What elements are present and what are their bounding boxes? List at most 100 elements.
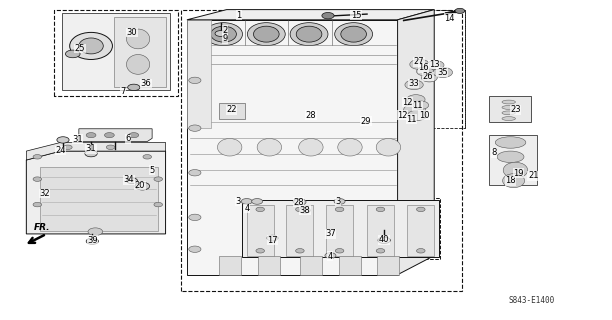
- Polygon shape: [247, 204, 274, 256]
- Circle shape: [65, 50, 80, 58]
- Ellipse shape: [127, 54, 150, 74]
- Circle shape: [378, 237, 390, 244]
- Text: 10: 10: [419, 111, 429, 120]
- Ellipse shape: [296, 26, 322, 42]
- Circle shape: [88, 228, 103, 236]
- Circle shape: [296, 207, 304, 212]
- Polygon shape: [339, 256, 361, 275]
- Polygon shape: [219, 103, 245, 119]
- Polygon shape: [187, 10, 435, 20]
- Circle shape: [188, 125, 201, 131]
- Text: 28: 28: [293, 197, 304, 206]
- Circle shape: [127, 178, 138, 184]
- Text: 15: 15: [351, 11, 361, 20]
- Ellipse shape: [70, 32, 113, 60]
- Ellipse shape: [217, 139, 242, 156]
- Text: 6: 6: [125, 134, 130, 143]
- Ellipse shape: [502, 174, 524, 188]
- Text: 8: 8: [491, 148, 497, 157]
- Circle shape: [267, 235, 278, 241]
- Polygon shape: [378, 256, 400, 275]
- Text: 26: 26: [423, 72, 433, 81]
- Ellipse shape: [204, 23, 242, 46]
- Circle shape: [33, 202, 42, 207]
- Text: 4: 4: [328, 252, 333, 261]
- Ellipse shape: [335, 23, 373, 46]
- Circle shape: [376, 207, 385, 212]
- Circle shape: [413, 101, 429, 109]
- Text: 17: 17: [267, 236, 278, 245]
- Circle shape: [299, 207, 310, 213]
- Circle shape: [404, 104, 426, 116]
- Circle shape: [256, 249, 264, 253]
- Polygon shape: [398, 10, 435, 275]
- Text: 14: 14: [444, 14, 455, 23]
- Circle shape: [143, 155, 152, 159]
- Ellipse shape: [338, 139, 362, 156]
- Circle shape: [293, 198, 304, 204]
- Text: 2: 2: [223, 26, 228, 35]
- Text: 40: 40: [379, 235, 389, 244]
- Circle shape: [427, 60, 444, 69]
- Circle shape: [335, 207, 344, 212]
- Circle shape: [325, 253, 336, 259]
- Text: 22: 22: [226, 105, 237, 114]
- Text: 5: 5: [149, 166, 155, 175]
- Polygon shape: [114, 17, 166, 87]
- Text: 11: 11: [412, 101, 423, 110]
- Polygon shape: [489, 134, 537, 186]
- Polygon shape: [187, 20, 211, 128]
- Ellipse shape: [253, 26, 279, 42]
- Text: 1: 1: [236, 11, 242, 20]
- Circle shape: [455, 8, 465, 13]
- Text: 29: 29: [360, 116, 371, 126]
- Ellipse shape: [495, 137, 526, 148]
- Text: 31: 31: [72, 135, 83, 144]
- Text: 32: 32: [39, 189, 50, 198]
- Circle shape: [252, 198, 263, 204]
- Circle shape: [408, 110, 427, 121]
- Circle shape: [215, 31, 226, 36]
- Ellipse shape: [502, 100, 515, 104]
- Circle shape: [129, 132, 139, 138]
- Text: 23: 23: [510, 105, 521, 114]
- Text: 11: 11: [406, 115, 417, 124]
- Ellipse shape: [503, 162, 528, 178]
- Circle shape: [405, 80, 424, 90]
- Polygon shape: [40, 167, 159, 231]
- Ellipse shape: [257, 139, 282, 156]
- Polygon shape: [489, 96, 531, 122]
- Circle shape: [433, 67, 452, 77]
- Circle shape: [417, 207, 425, 212]
- Text: 4: 4: [244, 204, 250, 213]
- Ellipse shape: [299, 139, 323, 156]
- Text: 25: 25: [75, 44, 85, 53]
- Circle shape: [296, 249, 304, 253]
- Text: 33: 33: [408, 79, 419, 88]
- Ellipse shape: [376, 139, 401, 156]
- Circle shape: [188, 77, 201, 84]
- Text: 38: 38: [299, 206, 310, 215]
- Circle shape: [135, 182, 150, 190]
- Polygon shape: [258, 256, 280, 275]
- Circle shape: [64, 145, 72, 149]
- Text: 3: 3: [335, 197, 341, 206]
- Text: 9: 9: [223, 35, 228, 44]
- Ellipse shape: [502, 117, 515, 121]
- Circle shape: [85, 150, 97, 157]
- Polygon shape: [300, 256, 322, 275]
- Circle shape: [86, 132, 96, 138]
- Text: 35: 35: [437, 68, 447, 77]
- Circle shape: [188, 246, 201, 252]
- Text: 19: 19: [513, 169, 524, 178]
- Polygon shape: [79, 129, 152, 141]
- Circle shape: [410, 59, 430, 69]
- Text: 3: 3: [235, 197, 241, 206]
- Circle shape: [154, 202, 163, 207]
- Circle shape: [33, 155, 42, 159]
- Text: 30: 30: [127, 28, 137, 37]
- Circle shape: [407, 95, 425, 104]
- Circle shape: [188, 214, 201, 220]
- Polygon shape: [367, 204, 394, 256]
- Ellipse shape: [502, 111, 515, 115]
